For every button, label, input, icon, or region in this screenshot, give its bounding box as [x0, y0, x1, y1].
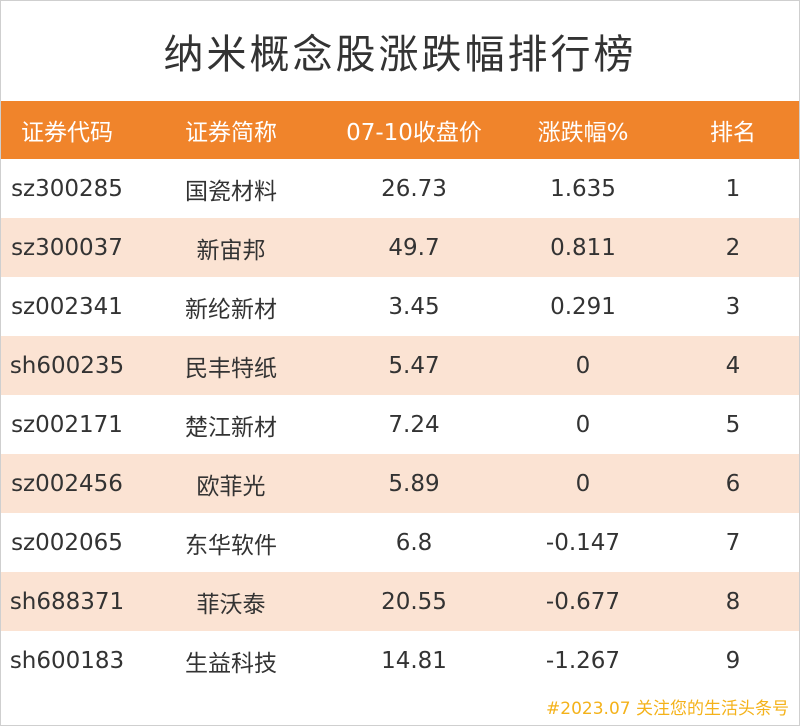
cell-change-pct: 0 — [575, 352, 591, 379]
cell-rank: 1 — [725, 175, 741, 202]
table-row: sz002341 新纶新材 3.45 0.291 3 — [1, 277, 799, 336]
cell-rank: 8 — [725, 588, 741, 615]
cell-rank: 7 — [725, 529, 741, 556]
cell-code: sh600183 — [9, 647, 125, 674]
cell-close-price: 26.73 — [381, 175, 447, 202]
column-header-rank: 排名 — [710, 120, 756, 146]
cell-close-price: 6.8 — [395, 529, 433, 556]
cell-code: sz002171 — [11, 411, 123, 438]
cell-code: sh688371 — [9, 588, 125, 615]
cell-rank: 9 — [725, 647, 741, 674]
cell-change-pct: 0.291 — [550, 293, 616, 320]
cell-name: 生益科技 — [185, 650, 277, 677]
cell-change-pct: -0.147 — [545, 529, 621, 556]
cell-code: sz002456 — [11, 470, 123, 497]
column-header-change-pct: 涨跌幅% — [537, 120, 629, 146]
cell-name: 东华软件 — [185, 532, 277, 559]
cell-close-price: 3.45 — [388, 293, 440, 320]
cell-close-price: 20.55 — [381, 588, 447, 615]
table-header: 证券代码 证券简称 07-10收盘价 涨跌幅% 排名 — [1, 101, 799, 159]
cell-change-pct: -0.677 — [545, 588, 621, 615]
cell-name: 欧菲光 — [196, 473, 266, 500]
cell-change-pct: 0 — [575, 470, 591, 497]
cell-rank: 2 — [725, 234, 741, 261]
cell-close-price: 14.81 — [381, 647, 447, 674]
cell-name: 菲沃泰 — [196, 591, 266, 618]
column-header-code: 证券代码 — [21, 120, 113, 146]
cell-code: sz300037 — [11, 234, 123, 261]
cell-close-price: 5.47 — [388, 352, 440, 379]
cell-name: 新宙邦 — [196, 237, 266, 264]
column-header-name: 证券简称 — [185, 120, 277, 146]
table-row: sz300285 国瓷材料 26.73 1.635 1 — [1, 159, 799, 218]
cell-rank: 5 — [725, 411, 741, 438]
table-row: sz002456 欧菲光 5.89 0 6 — [1, 454, 799, 513]
cell-change-pct: 0.811 — [550, 234, 616, 261]
cell-code: sz002065 — [11, 529, 123, 556]
table-row: sh600235 民丰特纸 5.47 0 4 — [1, 336, 799, 395]
cell-change-pct: 0 — [575, 411, 591, 438]
cell-rank: 3 — [725, 293, 741, 320]
cell-close-price: 7.24 — [388, 411, 440, 438]
cell-change-pct: 1.635 — [550, 175, 616, 202]
cell-code: sz002341 — [11, 293, 123, 320]
table-row: sz002171 楚江新材 7.24 0 5 — [1, 395, 799, 454]
cell-name: 新纶新材 — [185, 296, 277, 323]
table-row: sh688371 菲沃泰 20.55 -0.677 8 — [1, 572, 799, 631]
watermark-text: #2023.07 关注您的生活头条号 — [546, 699, 789, 719]
cell-change-pct: -1.267 — [545, 647, 621, 674]
cell-code: sz300285 — [11, 175, 123, 202]
cell-code: sh600235 — [9, 352, 125, 379]
table-row: sz300037 新宙邦 49.7 0.811 2 — [1, 218, 799, 277]
table-row: sz002065 东华软件 6.8 -0.147 7 — [1, 513, 799, 572]
column-header-close-price: 07-10收盘价 — [346, 120, 482, 146]
cell-name: 楚江新材 — [185, 414, 277, 441]
cell-close-price: 49.7 — [388, 234, 440, 261]
cell-name: 民丰特纸 — [185, 355, 277, 382]
cell-rank: 6 — [725, 470, 741, 497]
cell-rank: 4 — [725, 352, 741, 379]
cell-name: 国瓷材料 — [185, 178, 277, 205]
page-title: 纳米概念股涨跌幅排行榜 — [163, 32, 637, 78]
table-row: sh600183 生益科技 14.81 -1.267 9 — [1, 631, 799, 690]
cell-close-price: 5.89 — [388, 470, 440, 497]
table-body: sz300285 国瓷材料 26.73 1.635 1 sz300037 新宙邦… — [1, 159, 799, 690]
